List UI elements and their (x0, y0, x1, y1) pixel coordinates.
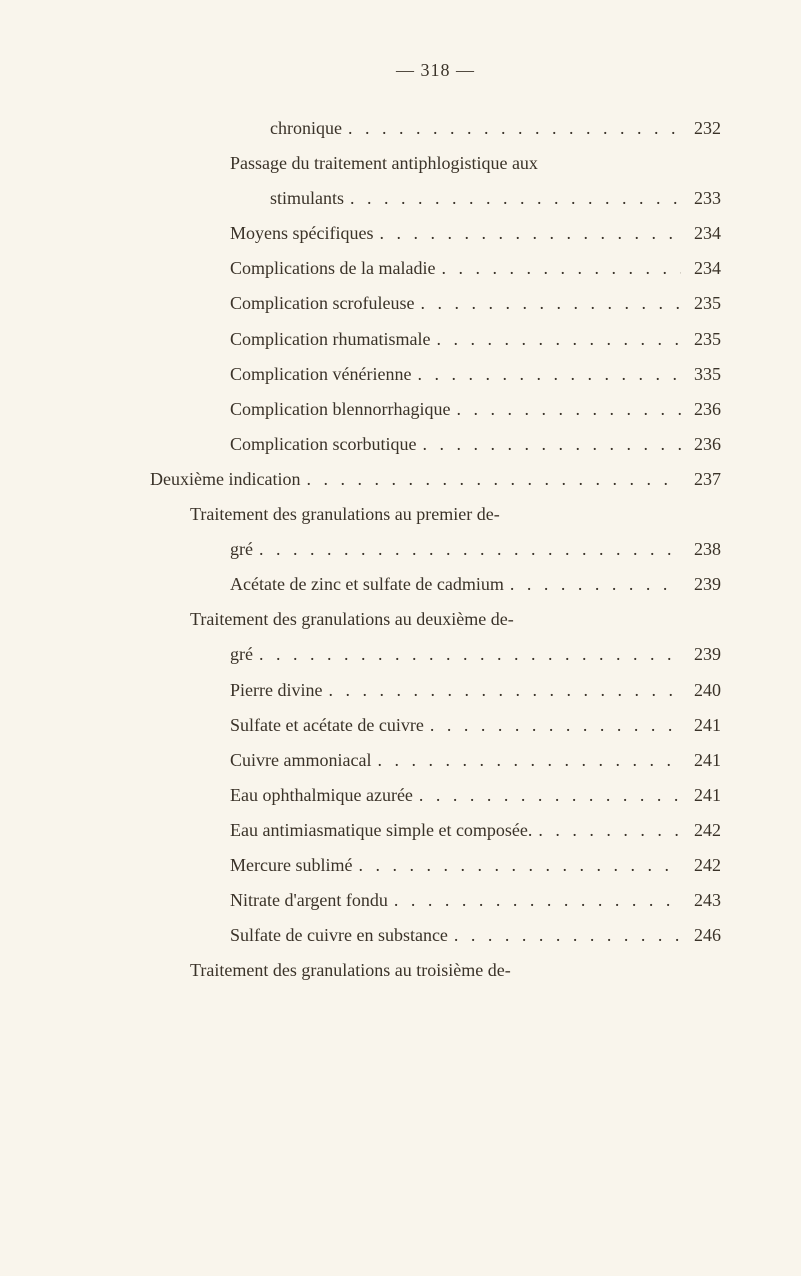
toc-entry-text: Mercure sublimé (230, 848, 352, 883)
table-of-contents: chronique. . . . . . . . . . . . . . . .… (150, 111, 721, 988)
toc-dots: . . . . . . . . . . . . . . . . . . . . … (342, 111, 681, 146)
toc-dots: . . . . . . . . . . . . . . . . . . . . … (532, 813, 681, 848)
toc-entry-text: gré (230, 637, 253, 672)
toc-dots: . . . . . . . . . . . . . . . . . . . . … (373, 216, 681, 251)
toc-page-number: 242 (681, 813, 721, 848)
toc-entry-text: stimulants (270, 181, 344, 216)
toc-entry: Deuxième indication. . . . . . . . . . .… (150, 462, 721, 497)
toc-page-number: 239 (681, 637, 721, 672)
toc-entry-text: Traitement des granulations au premier d… (190, 497, 500, 532)
toc-page-number: 241 (681, 743, 721, 778)
toc-entry: Eau antimiasmatique simple et composée..… (150, 813, 721, 848)
toc-dots: . . . . . . . . . . . . . . . . . . . . … (450, 392, 681, 427)
toc-page-number: 235 (681, 286, 721, 321)
toc-entry-text: Complication scorbutique (230, 427, 416, 462)
toc-dots: . . . . . . . . . . . . . . . . . . . . … (253, 637, 681, 672)
toc-page-number: 232 (681, 111, 721, 146)
toc-entry: Complication vénérienne. . . . . . . . .… (150, 357, 721, 392)
toc-entry-text: Pierre divine (230, 673, 322, 708)
toc-entry: Complications de la maladie. . . . . . .… (150, 251, 721, 286)
toc-dots: . . . . . . . . . . . . . . . . . . . . … (352, 848, 681, 883)
toc-page-number: 234 (681, 216, 721, 251)
toc-entry-text: Acétate de zinc et sulfate de cadmium (230, 567, 504, 602)
toc-entry: gré. . . . . . . . . . . . . . . . . . .… (150, 532, 721, 567)
toc-dots: . . . . . . . . . . . . . . . . . . . . … (416, 427, 681, 462)
toc-page-number: 241 (681, 778, 721, 813)
toc-page-number: 234 (681, 251, 721, 286)
toc-entry-text: Complication vénérienne (230, 357, 411, 392)
toc-entry: chronique. . . . . . . . . . . . . . . .… (150, 111, 721, 146)
toc-entry-text: Deuxième indication (150, 462, 300, 497)
toc-page-number: 243 (681, 883, 721, 918)
toc-entry-text: Traitement des granulations au deuxième … (190, 602, 514, 637)
toc-dots: . . . . . . . . . . . . . . . . . . . . … (430, 322, 681, 357)
toc-entry: Cuivre ammoniacal. . . . . . . . . . . .… (150, 743, 721, 778)
toc-entry-text: Sulfate et acétate de cuivre (230, 708, 424, 743)
toc-dots: . . . . . . . . . . . . . . . . . . . . … (322, 673, 681, 708)
toc-entry: stimulants. . . . . . . . . . . . . . . … (150, 181, 721, 216)
toc-entry-text: Eau antimiasmatique simple et composée. (230, 813, 532, 848)
toc-entry: Traitement des granulations au premier d… (150, 497, 721, 532)
toc-entry: Traitement des granulations au deuxième … (150, 602, 721, 637)
toc-page-number: 239 (681, 567, 721, 602)
toc-entry: Complication blennorrhagique. . . . . . … (150, 392, 721, 427)
toc-entry: gré. . . . . . . . . . . . . . . . . . .… (150, 637, 721, 672)
toc-entry: Sulfate de cuivre en substance. . . . . … (150, 918, 721, 953)
toc-page-number: 246 (681, 918, 721, 953)
toc-entry-text: Passage du traitement antiphlogistique a… (230, 146, 538, 181)
toc-dots: . . . . . . . . . . . . . . . . . . . . … (504, 567, 681, 602)
toc-entry-text: Sulfate de cuivre en substance (230, 918, 448, 953)
toc-page-number: 241 (681, 708, 721, 743)
toc-entry: Sulfate et acétate de cuivre. . . . . . … (150, 708, 721, 743)
toc-entry-text: chronique (270, 111, 342, 146)
toc-entry-text: Traitement des granulations au troisième… (190, 953, 511, 988)
toc-entry-text: Eau ophthalmique azurée (230, 778, 413, 813)
toc-dots: . . . . . . . . . . . . . . . . . . . . … (411, 357, 681, 392)
toc-entry: Passage du traitement antiphlogistique a… (150, 146, 721, 181)
toc-entry: Pierre divine. . . . . . . . . . . . . .… (150, 673, 721, 708)
toc-entry-text: Moyens spécifiques (230, 216, 373, 251)
toc-dots: . . . . . . . . . . . . . . . . . . . . … (344, 181, 681, 216)
toc-dots: . . . . . . . . . . . . . . . . . . . . … (300, 462, 681, 497)
toc-dots: . . . . . . . . . . . . . . . . . . . . … (413, 778, 681, 813)
toc-dots: . . . . . . . . . . . . . . . . . . . . … (253, 532, 681, 567)
toc-page-number: 242 (681, 848, 721, 883)
toc-page-number: 233 (681, 181, 721, 216)
toc-entry-text: Cuivre ammoniacal (230, 743, 371, 778)
toc-entry-text: Complication rhumatismale (230, 322, 430, 357)
toc-entry-text: Complications de la maladie (230, 251, 435, 286)
toc-entry-text: gré (230, 532, 253, 567)
toc-entry-text: Complication scrofuleuse (230, 286, 414, 321)
toc-page-number: 238 (681, 532, 721, 567)
toc-entry: Eau ophthalmique azurée. . . . . . . . .… (150, 778, 721, 813)
toc-page-number: 236 (681, 392, 721, 427)
page-header: — 318 — (150, 60, 721, 81)
toc-dots: . . . . . . . . . . . . . . . . . . . . … (388, 883, 681, 918)
toc-dots: . . . . . . . . . . . . . . . . . . . . … (371, 743, 681, 778)
toc-entry-text: Nitrate d'argent fondu (230, 883, 388, 918)
toc-page-number: 235 (681, 322, 721, 357)
toc-entry: Mercure sublimé. . . . . . . . . . . . .… (150, 848, 721, 883)
toc-page-number: 236 (681, 427, 721, 462)
toc-dots: . . . . . . . . . . . . . . . . . . . . … (414, 286, 681, 321)
toc-entry: Complication scrofuleuse. . . . . . . . … (150, 286, 721, 321)
toc-dots: . . . . . . . . . . . . . . . . . . . . … (424, 708, 681, 743)
toc-entry: Acétate de zinc et sulfate de cadmium. .… (150, 567, 721, 602)
toc-entry: Complication scorbutique. . . . . . . . … (150, 427, 721, 462)
toc-entry-text: Complication blennorrhagique (230, 392, 450, 427)
toc-page-number: 237 (681, 462, 721, 497)
toc-entry: Moyens spécifiques. . . . . . . . . . . … (150, 216, 721, 251)
toc-page-number: 335 (681, 357, 721, 392)
toc-entry: Complication rhumatismale. . . . . . . .… (150, 322, 721, 357)
toc-entry: Nitrate d'argent fondu. . . . . . . . . … (150, 883, 721, 918)
toc-page-number: 240 (681, 673, 721, 708)
toc-dots: . . . . . . . . . . . . . . . . . . . . … (435, 251, 681, 286)
toc-dots: . . . . . . . . . . . . . . . . . . . . … (448, 918, 681, 953)
toc-entry: Traitement des granulations au troisième… (150, 953, 721, 988)
